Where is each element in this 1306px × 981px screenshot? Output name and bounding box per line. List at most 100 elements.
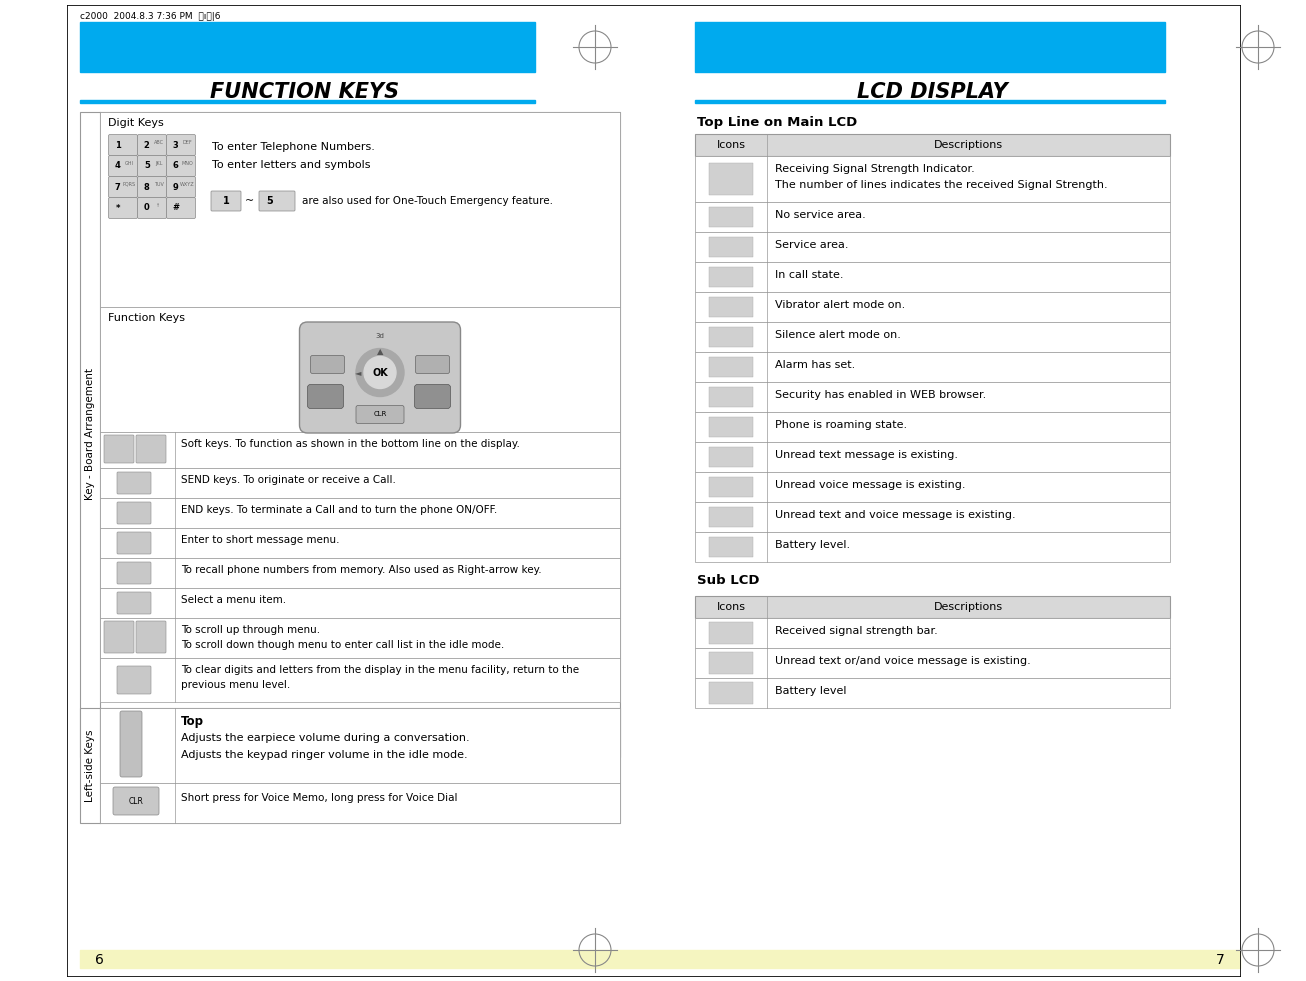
Bar [709,682,754,704]
Bar [695,596,1170,618]
Bar [101,783,620,823]
Text: To enter letters and symbols: To enter letters and symbols [212,160,371,170]
Bar [695,292,1170,322]
Bar [101,618,620,658]
FancyBboxPatch shape [104,435,135,463]
Text: Receiving Signal Strength Indicator.: Receiving Signal Strength Indicator. [774,164,974,174]
Text: Phone is roaming state.: Phone is roaming state. [774,420,908,430]
Bar [709,297,754,317]
Bar [709,267,754,287]
Text: Descriptions: Descriptions [934,140,1003,150]
Circle shape [357,348,404,396]
FancyBboxPatch shape [137,177,166,197]
Text: Alarm has set.: Alarm has set. [774,360,855,370]
Text: 7: 7 [1216,953,1225,967]
Text: Adjusts the keypad ringer volume in the idle mode.: Adjusts the keypad ringer volume in the … [182,750,468,760]
Text: 1: 1 [222,196,230,206]
Text: To scroll down though menu to enter call list in the idle mode.: To scroll down though menu to enter call… [182,640,504,650]
FancyBboxPatch shape [114,787,159,815]
Text: previous menu level.: previous menu level. [182,680,290,690]
FancyBboxPatch shape [415,355,449,374]
Bar [695,262,1170,292]
Text: 3d: 3d [376,333,384,339]
Bar [695,322,1170,352]
Text: Adjusts the earpiece volume during a conversation.: Adjusts the earpiece volume during a con… [182,733,470,743]
Bar [101,307,620,432]
Bar [101,658,620,702]
Text: No service area.: No service area. [774,210,866,220]
Bar [709,237,754,257]
Text: 0: 0 [144,203,150,213]
Text: 5: 5 [144,162,150,171]
FancyBboxPatch shape [166,177,196,197]
Bar [80,112,620,757]
FancyBboxPatch shape [120,711,142,777]
Bar [101,528,620,558]
Text: ~: ~ [244,196,253,206]
Bar [695,352,1170,382]
Text: Descriptions: Descriptions [934,602,1003,612]
Text: Battery level.: Battery level. [774,540,850,550]
FancyBboxPatch shape [166,197,196,219]
Text: 5: 5 [266,196,273,206]
Text: Digit Keys: Digit Keys [108,118,163,128]
Text: WXYZ: WXYZ [180,181,195,186]
Text: DEF: DEF [183,140,192,145]
Text: PQRS: PQRS [123,181,136,186]
Text: ◄: ◄ [355,368,362,377]
Bar [80,708,620,823]
Bar [101,588,620,618]
Text: 3: 3 [172,140,179,149]
Text: Left-side Keys: Left-side Keys [85,729,95,801]
FancyBboxPatch shape [137,156,166,177]
Bar [709,163,754,195]
Bar [709,417,754,437]
Bar [695,472,1170,502]
Text: Top Line on Main LCD: Top Line on Main LCD [697,116,857,129]
Text: To recall phone numbers from memory. Also used as Right-arrow key.: To recall phone numbers from memory. Als… [182,565,542,575]
FancyBboxPatch shape [108,197,137,219]
Bar [101,498,620,528]
FancyBboxPatch shape [108,156,137,177]
Text: are also used for One-Touch Emergency feature.: are also used for One-Touch Emergency fe… [302,196,552,206]
FancyBboxPatch shape [136,435,166,463]
Text: ↑: ↑ [157,203,161,208]
FancyBboxPatch shape [357,405,404,424]
Bar [101,432,620,468]
Bar [695,202,1170,232]
FancyBboxPatch shape [108,134,137,156]
Text: *: * [115,203,120,213]
Text: Sub LCD: Sub LCD [697,574,760,587]
Bar [695,502,1170,532]
FancyBboxPatch shape [166,156,196,177]
Text: Received signal strength bar.: Received signal strength bar. [774,626,938,636]
Bar [80,100,535,103]
Text: Icons: Icons [717,140,746,150]
Text: 7: 7 [115,182,120,191]
Text: To scroll up through menu.: To scroll up through menu. [182,625,320,635]
Bar [695,442,1170,472]
Bar [709,537,754,557]
Text: FUNCTION KEYS: FUNCTION KEYS [210,82,400,102]
FancyBboxPatch shape [307,385,343,408]
Bar [101,468,620,498]
Circle shape [364,356,396,388]
Text: OK: OK [372,368,388,378]
Text: 6: 6 [95,953,104,967]
Bar [80,950,1239,968]
Text: To enter Telephone Numbers.: To enter Telephone Numbers. [212,142,375,152]
Text: CLR: CLR [128,797,144,805]
Bar [709,207,754,227]
Text: 4: 4 [115,162,120,171]
Bar [709,652,754,674]
FancyBboxPatch shape [212,191,242,211]
Text: Security has enabled in WEB browser.: Security has enabled in WEB browser. [774,390,986,400]
Bar [709,447,754,467]
Bar [695,648,1170,678]
Text: 1: 1 [115,140,120,149]
Text: 2: 2 [144,140,150,149]
Text: Short press for Voice Memo, long press for Voice Dial: Short press for Voice Memo, long press f… [182,793,457,803]
FancyBboxPatch shape [118,532,151,554]
FancyBboxPatch shape [311,355,345,374]
Text: Key - Board Arrangement: Key - Board Arrangement [85,369,95,500]
